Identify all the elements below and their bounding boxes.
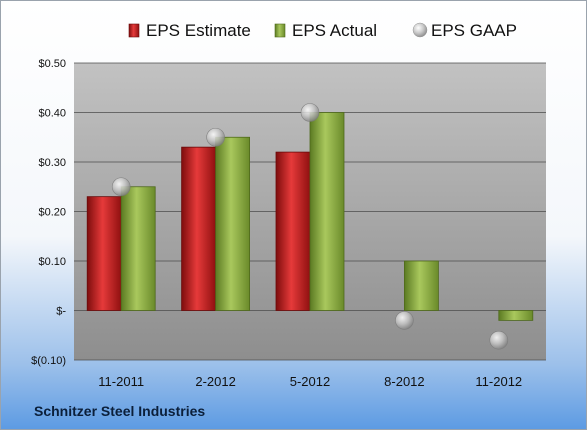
x-tick-label: 2-2012	[195, 374, 235, 389]
eps-gaap-legend-swatch	[412, 22, 428, 38]
y-tick-label: $0.10	[38, 256, 66, 268]
eps-estimate-legend-label: EPS Estimate	[146, 21, 251, 40]
y-tick-label: $0.40	[38, 108, 66, 120]
eps-actual-legend-label: EPS Actual	[292, 21, 377, 40]
eps-gaap-marker	[300, 103, 320, 122]
company-name: Schnitzer Steel Industries	[34, 403, 206, 419]
eps-actual-bar	[403, 260, 439, 311]
eps-estimate-legend-swatch	[128, 23, 140, 38]
eps-actual-bar	[215, 136, 251, 311]
eps-actual-bar	[309, 112, 345, 311]
x-tick-label: 8-2012	[384, 374, 424, 389]
eps-estimate-bar	[86, 196, 122, 311]
y-tick-label: $-	[56, 306, 66, 318]
eps-actual-bar	[498, 310, 534, 321]
y-tick-label: $0.30	[38, 157, 66, 169]
x-tick-label: 11-2011	[98, 374, 144, 389]
y-tick-label: $(0.10)	[31, 355, 66, 367]
eps-estimate-bar	[181, 146, 217, 311]
eps-estimate-bar	[275, 151, 311, 311]
eps-gaap-marker	[395, 311, 414, 330]
x-tick-label: 11-2012	[475, 374, 522, 389]
eps-gaap-marker	[489, 330, 509, 350]
eps-actual-bar	[120, 186, 156, 311]
eps-actual-legend-swatch	[274, 23, 286, 38]
y-tick-label: $0.20	[38, 207, 66, 219]
eps-gaap-marker	[206, 127, 225, 147]
y-tick-label: $0.50	[38, 58, 66, 70]
x-tick-label: 5-2012	[290, 374, 330, 389]
eps-gaap-marker	[111, 177, 131, 197]
eps-gaap-legend-label: EPS GAAP	[431, 21, 517, 40]
